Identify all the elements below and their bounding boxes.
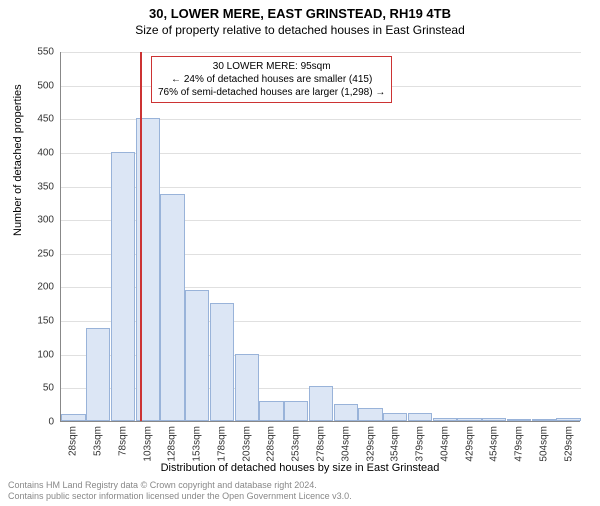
histogram-bar bbox=[507, 419, 531, 421]
histogram-bar bbox=[61, 414, 85, 421]
annotation-line3: 76% of semi-detached houses are larger (… bbox=[158, 86, 385, 99]
ytick-label: 300 bbox=[24, 215, 54, 226]
histogram-bar bbox=[235, 354, 259, 421]
histogram-bar bbox=[259, 401, 283, 421]
histogram-bar bbox=[185, 290, 209, 421]
histogram-bar bbox=[111, 152, 135, 421]
histogram-bar bbox=[532, 419, 556, 421]
xtick-label: 28sqm bbox=[68, 426, 79, 456]
xtick-label: 504sqm bbox=[538, 426, 549, 462]
xtick-label: 178sqm bbox=[216, 426, 227, 462]
ytick-label: 0 bbox=[24, 417, 54, 428]
ytick-label: 400 bbox=[24, 147, 54, 158]
xtick-label: 228sqm bbox=[266, 426, 277, 462]
ytick-label: 500 bbox=[24, 80, 54, 91]
histogram-bar bbox=[408, 413, 432, 421]
x-axis-label: Distribution of detached houses by size … bbox=[0, 462, 600, 474]
xtick-label: 404sqm bbox=[439, 426, 450, 462]
xtick-label: 529sqm bbox=[563, 426, 574, 462]
histogram-bar bbox=[383, 413, 407, 421]
histogram-bar bbox=[334, 404, 358, 421]
chart-title-sub: Size of property relative to detached ho… bbox=[0, 23, 600, 37]
histogram-bar bbox=[556, 418, 580, 421]
annotation-box: 30 LOWER MERE: 95sqm← 24% of detached ho… bbox=[151, 56, 392, 103]
histogram-bar bbox=[309, 386, 333, 421]
xtick-label: 429sqm bbox=[464, 426, 475, 462]
xtick-label: 278sqm bbox=[316, 426, 327, 462]
histogram-bar bbox=[86, 328, 110, 421]
xtick-label: 304sqm bbox=[340, 426, 351, 462]
histogram-bar bbox=[482, 418, 506, 421]
chart-plot-area: 05010015020025030035040045050055028sqm53… bbox=[60, 52, 580, 422]
xtick-label: 128sqm bbox=[167, 426, 178, 462]
annotation-line2: ← 24% of detached houses are smaller (41… bbox=[158, 73, 385, 86]
footer-line1: Contains HM Land Registry data © Crown c… bbox=[8, 480, 352, 491]
ytick-label: 200 bbox=[24, 282, 54, 293]
ytick-label: 50 bbox=[24, 383, 54, 394]
histogram-bar bbox=[358, 408, 382, 421]
footer-attribution: Contains HM Land Registry data © Crown c… bbox=[8, 480, 352, 502]
histogram-bar bbox=[457, 418, 481, 421]
xtick-label: 203sqm bbox=[241, 426, 252, 462]
xtick-label: 153sqm bbox=[192, 426, 203, 462]
y-axis-label: Number of detached properties bbox=[12, 84, 24, 236]
xtick-label: 479sqm bbox=[514, 426, 525, 462]
histogram-bar bbox=[160, 194, 184, 421]
xtick-label: 103sqm bbox=[142, 426, 153, 462]
xtick-label: 329sqm bbox=[365, 426, 376, 462]
ytick-label: 250 bbox=[24, 248, 54, 259]
histogram-bar bbox=[433, 418, 457, 421]
annotation-line1: 30 LOWER MERE: 95sqm bbox=[158, 60, 385, 73]
xtick-label: 379sqm bbox=[415, 426, 426, 462]
ytick-label: 150 bbox=[24, 316, 54, 327]
ytick-label: 550 bbox=[24, 47, 54, 58]
histogram-bar bbox=[210, 303, 234, 421]
xtick-label: 78sqm bbox=[117, 426, 128, 456]
xtick-label: 454sqm bbox=[489, 426, 500, 462]
reference-line bbox=[140, 52, 142, 421]
xtick-label: 53sqm bbox=[93, 426, 104, 456]
ytick-label: 100 bbox=[24, 349, 54, 360]
chart-title-main: 30, LOWER MERE, EAST GRINSTEAD, RH19 4TB bbox=[0, 6, 600, 21]
footer-line2: Contains public sector information licen… bbox=[8, 491, 352, 502]
xtick-label: 354sqm bbox=[390, 426, 401, 462]
plot-region: 05010015020025030035040045050055028sqm53… bbox=[60, 52, 580, 422]
xtick-label: 253sqm bbox=[291, 426, 302, 462]
histogram-bar bbox=[284, 401, 308, 421]
ytick-label: 350 bbox=[24, 181, 54, 192]
ytick-label: 450 bbox=[24, 114, 54, 125]
